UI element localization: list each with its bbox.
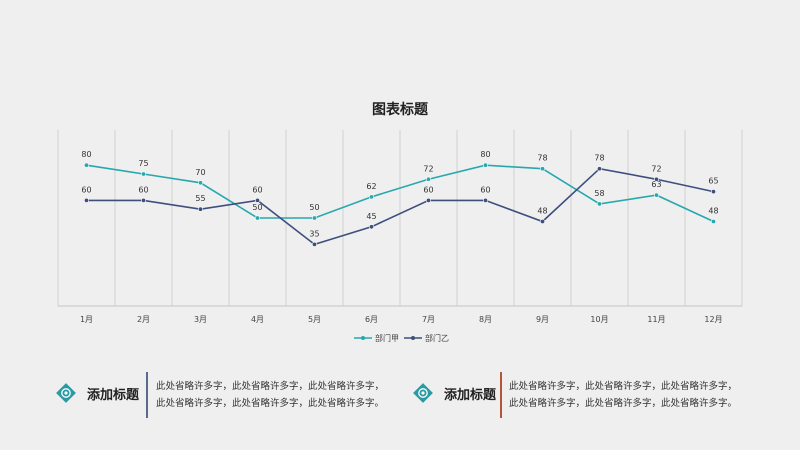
divider (500, 372, 502, 418)
x-tick-label: 5月 (308, 315, 321, 324)
data-label: 80 (480, 150, 490, 159)
data-point (141, 171, 147, 177)
info-block-left: 添加标题 此处省略许多字，此处省略许多字，此处省略许多字， 此处省略许多字，此处… (55, 372, 405, 420)
data-label: 62 (366, 182, 376, 191)
legend-item: 部门乙 (404, 333, 449, 343)
data-label: 58 (594, 189, 604, 198)
x-tick-label: 9月 (536, 315, 549, 324)
x-tick-label: 6月 (365, 315, 378, 324)
legend-marker (361, 336, 365, 340)
info-heading: 添加标题 (444, 388, 497, 403)
data-label: 50 (309, 203, 319, 212)
x-tick-label: 11月 (647, 315, 665, 324)
info-line: 此处省略许多字，此处省略许多字，此处省略许多字。 (509, 398, 738, 409)
info-line: 此处省略许多字，此处省略许多字，此处省略许多字。 (156, 398, 385, 409)
legend-marker (411, 336, 415, 340)
chart-title: 图表标题 (372, 101, 429, 118)
data-point (198, 206, 204, 212)
x-tick-label: 12月 (704, 315, 722, 324)
legend: 部门甲 部门乙 (354, 333, 449, 343)
data-point (368, 224, 374, 230)
x-tick-label: 2月 (137, 315, 150, 324)
info-heading: 添加标题 (87, 388, 140, 403)
data-point (653, 192, 659, 198)
target-icon (56, 383, 76, 403)
info-line: 此处省略许多字，此处省略许多字，此处省略许多字， (509, 381, 738, 392)
data-label: 70 (195, 168, 205, 177)
data-point (311, 241, 317, 247)
series-2: 60 60 55 60 35 45 60 60 48 78 72 65 (81, 154, 719, 247)
divider (146, 372, 148, 418)
data-point (84, 197, 90, 203)
series-line (86, 167, 714, 246)
x-tick-label: 1月 (80, 315, 93, 324)
data-point (311, 215, 317, 221)
data-label: 60 (81, 185, 91, 194)
data-point (198, 180, 204, 186)
data-label: 35 (309, 229, 319, 238)
data-label: 60 (423, 185, 433, 194)
data-label: 48 (708, 207, 718, 216)
info-text: 此处省略许多字，此处省略许多字，此处省略许多字， 此处省略许多字，此处省略许多字… (156, 378, 384, 412)
x-tick-label: 4月 (251, 315, 264, 324)
data-label: 78 (537, 154, 547, 163)
data-label: 60 (252, 185, 262, 194)
gridlines (57, 130, 743, 307)
data-label: 72 (651, 164, 661, 173)
info-text: 此处省略许多字，此处省略许多字，此处省略许多字， 此处省略许多字，此处省略许多字… (509, 378, 737, 412)
data-label: 55 (195, 194, 205, 203)
data-point (425, 197, 431, 203)
data-point (482, 197, 488, 203)
data-point (141, 197, 147, 203)
info-line: 此处省略许多字，此处省略许多字，此处省略许多字， (156, 381, 385, 392)
data-label: 75 (138, 159, 148, 168)
data-label: 63 (651, 180, 661, 189)
x-tick-label: 7月 (422, 315, 435, 324)
data-point (596, 166, 602, 172)
x-tick-label: 3月 (194, 315, 207, 324)
legend-label: 部门甲 (375, 333, 399, 343)
x-tick-label: 8月 (479, 315, 492, 324)
data-point (653, 176, 659, 182)
data-label: 78 (594, 154, 604, 163)
data-point (482, 162, 488, 168)
data-label: 80 (81, 150, 91, 159)
data-label: 48 (537, 207, 547, 216)
data-point (255, 215, 261, 221)
data-label: 72 (423, 164, 433, 173)
data-label: 65 (708, 177, 718, 186)
series-line (86, 164, 714, 223)
data-point (255, 197, 261, 203)
data-point (84, 162, 90, 168)
data-point (425, 176, 431, 182)
data-point (710, 219, 716, 225)
info-block-right: 添加标题 此处省略许多字，此处省略许多字，此处省略许多字， 此处省略许多字，此处… (412, 372, 762, 420)
data-point (596, 201, 602, 207)
data-label: 60 (480, 185, 490, 194)
data-point (539, 166, 545, 172)
data-point (368, 194, 374, 200)
x-axis-ticks: 1月 2月 3月 4月 5月 6月 7月 8月 9月 10月 11月 12月 (80, 315, 723, 324)
data-label: 45 (366, 212, 376, 221)
target-icon (413, 383, 433, 403)
data-point (710, 189, 716, 195)
data-label: 50 (252, 203, 262, 212)
data-point (539, 219, 545, 225)
legend-label: 部门乙 (425, 333, 449, 343)
legend-item: 部门甲 (354, 333, 399, 343)
series-1: 80 75 70 50 50 62 72 80 78 58 63 48 (81, 150, 719, 225)
data-label: 60 (138, 185, 148, 194)
x-tick-label: 10月 (590, 315, 608, 324)
